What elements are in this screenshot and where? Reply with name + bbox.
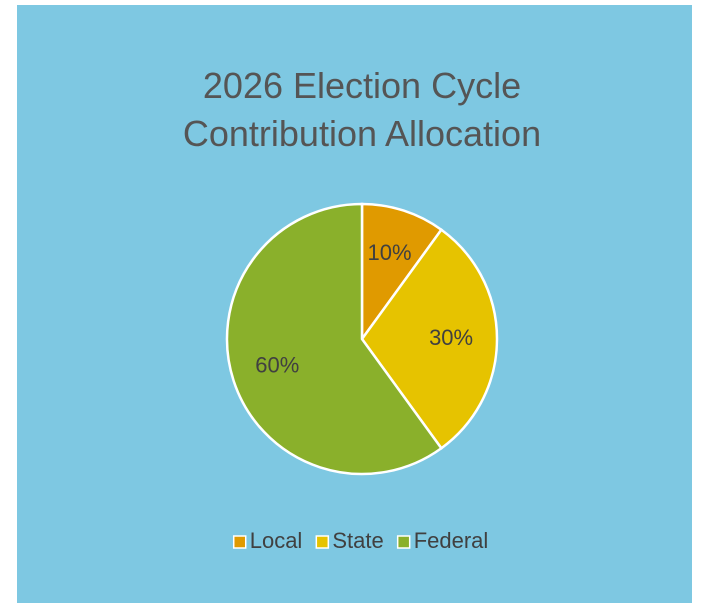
data-label: 10%	[368, 240, 412, 265]
data-label: 30%	[429, 325, 473, 350]
chart-title: 2026 Election Cycle Contribution Allocat…	[182, 65, 542, 154]
legend-swatch	[396, 535, 411, 549]
pie-slice	[360, 228, 499, 450]
pie-slice	[360, 202, 444, 343]
legend-label: Local	[250, 528, 303, 553]
legend-swatch	[315, 535, 330, 549]
legend-swatch	[232, 535, 247, 549]
data-label: 60%	[255, 352, 299, 377]
pie-slice	[225, 202, 444, 476]
legend-label: Federal	[414, 528, 489, 553]
legend-label: State	[332, 528, 383, 553]
